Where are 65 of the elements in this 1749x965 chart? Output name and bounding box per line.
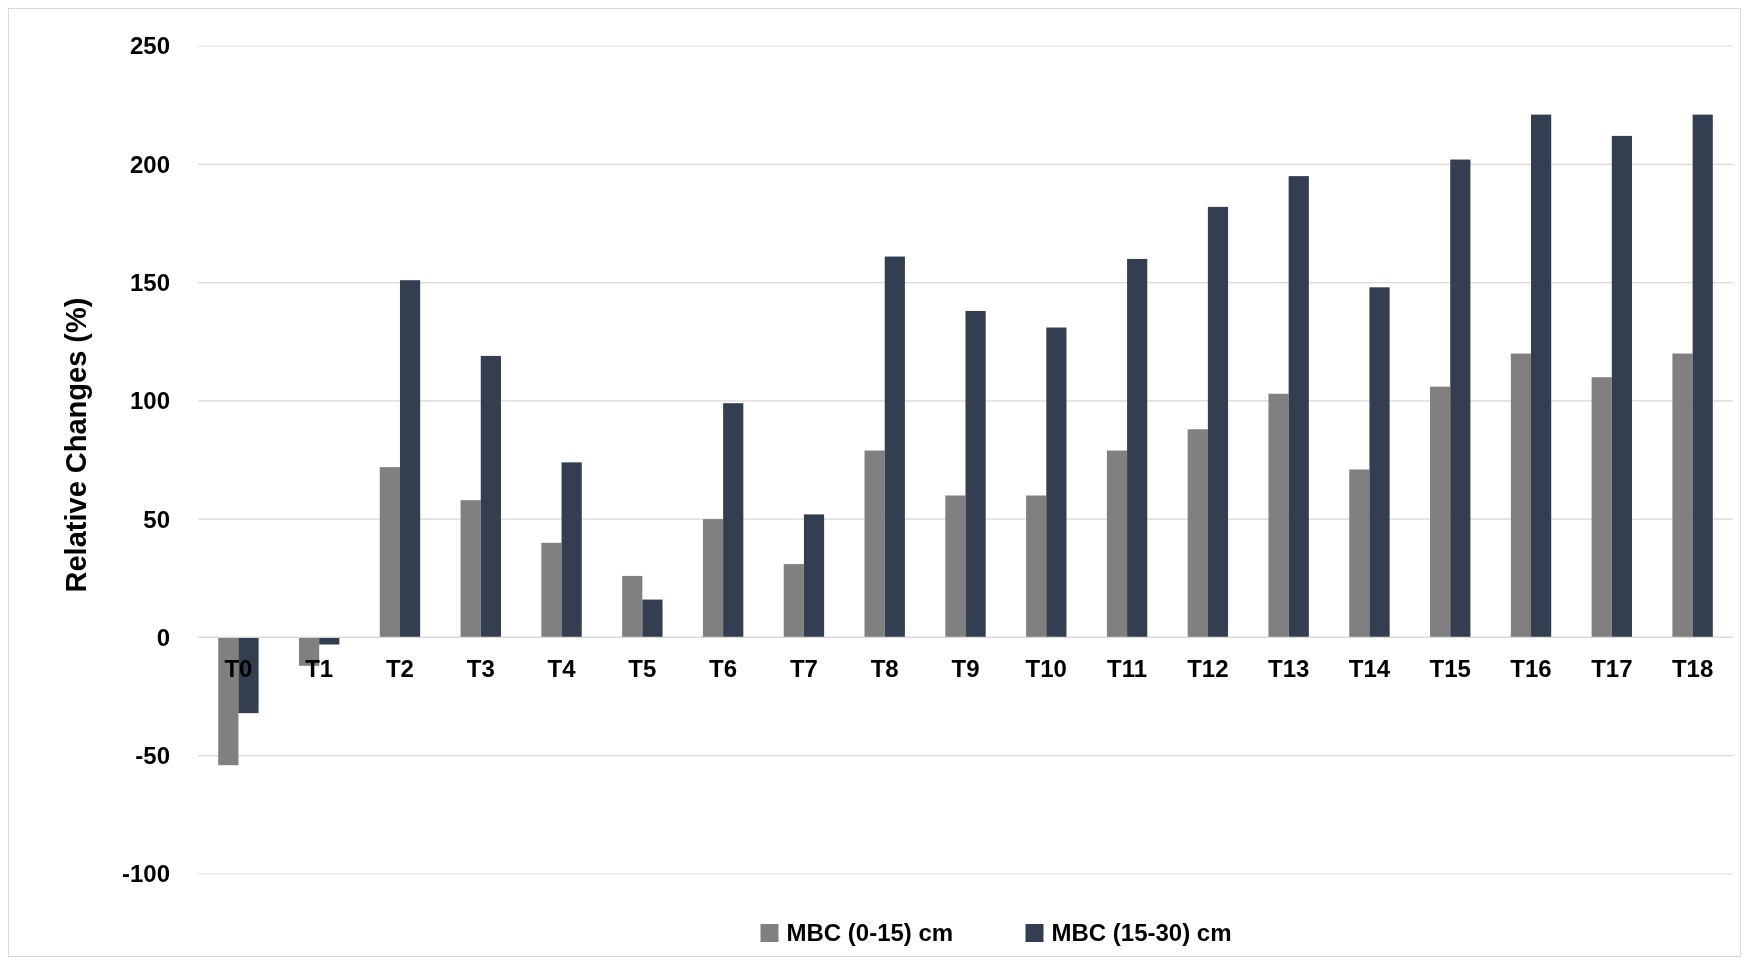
bar (379, 467, 400, 638)
bar (945, 495, 966, 638)
y-tick-label: 200 (129, 150, 170, 178)
y-axis-title: Relative Changes (%) (60, 297, 92, 593)
bar (1187, 429, 1208, 638)
bar (1450, 159, 1471, 638)
x-tick-label: T10 (1025, 655, 1067, 683)
bar (783, 564, 804, 638)
x-tick-label: T0 (224, 655, 253, 683)
bar (1531, 114, 1552, 638)
x-tick-label: T11 (1107, 655, 1148, 683)
x-tick-label: T14 (1348, 655, 1391, 683)
y-tick-label: -50 (135, 742, 170, 770)
y-tick-label: 50 (143, 505, 170, 533)
x-tick-label: T5 (628, 655, 657, 683)
bar (1026, 495, 1047, 638)
bar (1692, 114, 1713, 638)
y-tick-label: 0 (156, 623, 170, 651)
legend-label: MBC (15-30) cm (1051, 919, 1232, 947)
bar (1288, 176, 1309, 638)
x-tick-label: T8 (870, 655, 899, 683)
x-tick-label: T4 (547, 655, 577, 683)
bar (480, 355, 501, 638)
x-tick-label: T16 (1510, 655, 1552, 683)
x-tick-label: T12 (1187, 655, 1229, 683)
bar (1046, 327, 1067, 638)
bar (1207, 206, 1229, 638)
bar (561, 462, 582, 638)
x-tick-label: T7 (789, 655, 818, 683)
x-tick-label: T15 (1429, 655, 1471, 683)
bar (399, 280, 421, 638)
bar (1268, 393, 1289, 638)
bar (884, 256, 905, 638)
x-tick-label: T13 (1267, 655, 1310, 683)
bar (1430, 386, 1451, 638)
bar (1369, 287, 1390, 638)
bar (723, 403, 744, 638)
x-tick-label: T18 (1671, 655, 1714, 683)
bar (319, 637, 340, 645)
bar (1510, 353, 1532, 638)
bar (1611, 135, 1633, 638)
bar (1127, 258, 1148, 638)
bar (1106, 450, 1128, 638)
bar (541, 542, 562, 638)
bar (622, 575, 643, 638)
y-tick-label: 100 (129, 387, 170, 415)
x-tick-label: T9 (951, 655, 980, 683)
bar (460, 500, 481, 638)
bar (864, 450, 885, 638)
bar (1349, 469, 1370, 638)
bar (702, 519, 724, 638)
x-tick-label: T3 (466, 655, 495, 683)
bar (965, 310, 986, 638)
x-tick-label: T1 (305, 655, 334, 683)
y-tick-label: 150 (129, 268, 170, 296)
x-tick-label: T2 (385, 655, 414, 683)
bar (1591, 377, 1612, 638)
legend-label: MBC (0-15) cm (786, 919, 954, 947)
y-tick-label: -100 (121, 860, 170, 888)
y-tick-label: 250 (129, 32, 170, 60)
bar (1672, 353, 1693, 638)
x-tick-label: T6 (709, 655, 738, 683)
x-tick-label: T17 (1591, 655, 1633, 683)
bar (642, 599, 663, 638)
bar (803, 514, 825, 638)
